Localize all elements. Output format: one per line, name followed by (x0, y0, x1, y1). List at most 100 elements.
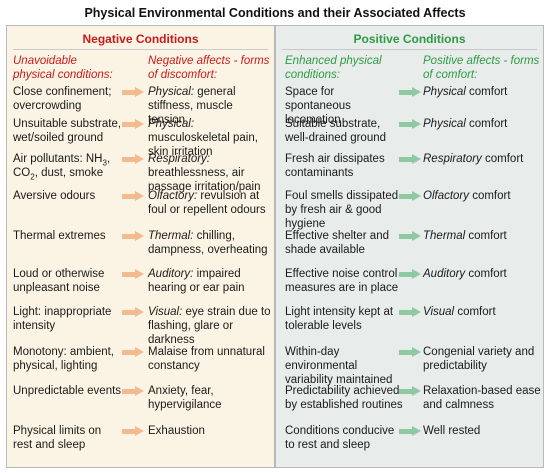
negative-condition: Monotony: ambient, physical, lighting (13, 346, 115, 372)
negative-affect-category: Olfactory: (148, 190, 198, 202)
negative-condition: Physical limits on rest and sleep (13, 425, 102, 451)
positive-affect: Physical comfort (423, 86, 508, 98)
positive-divider (282, 49, 537, 50)
positive-condition: Effective shelter and shade available (285, 230, 389, 256)
negative-affect: Physical: musculoskeletal pain, skin irr… (148, 118, 258, 158)
right-arrow-icon (399, 119, 421, 129)
positive-heading: Positive Conditions (353, 32, 466, 46)
right-arrow-icon (122, 386, 144, 396)
positive-affect: Physical comfort (423, 118, 508, 130)
negative-affect: Malaise from unnatural constancy (148, 346, 265, 372)
negative-row: Physical limits on rest and sleep Exhaust… (7, 424, 274, 462)
negative-condition: Unsuitable substrate, wet/soiled ground (13, 118, 122, 144)
negative-row: Thermal extremes Thermal: chilling, dampn… (7, 229, 274, 267)
positive-affect: Well rested (423, 425, 481, 437)
positive-affect-category: Olfactory (423, 190, 470, 202)
negative-affect: Auditory: impaired hearing or ear pain (148, 268, 245, 294)
positive-condition: Within-day environmental variability mai… (285, 346, 393, 386)
negative-row: Unpredictable events Anxiety, fear, hyper… (7, 384, 274, 422)
positive-condition: Effective noise control measures are in … (285, 268, 399, 294)
positive-conditions-panel: Positive Conditions Enhanced physical co… (275, 25, 544, 468)
positive-affect-category: Physical (423, 118, 466, 130)
positive-affects-column-header: Positive affects - forms of comfort: (423, 55, 540, 81)
positive-affect: Olfactory comfort (423, 190, 511, 202)
right-arrow-icon (122, 191, 144, 201)
right-arrow-icon (122, 269, 144, 279)
positive-condition: Space for spontaneous locomotion (285, 86, 351, 126)
negative-conditions-column-header: Unavoidable physical conditions: (13, 55, 113, 81)
negative-affect: Exhaustion (148, 425, 205, 437)
negative-condition: Aversive odours (13, 190, 96, 202)
positive-affect: Visual comfort (423, 306, 496, 318)
right-arrow-icon (399, 154, 421, 164)
positive-affect-category: Visual (423, 306, 455, 318)
negative-condition: Unpredictable events (13, 385, 122, 397)
negative-affect-category: Auditory: (148, 268, 194, 280)
positive-conditions-column-header: Enhanced physical conditions: (285, 55, 382, 81)
positive-row: Foul smells dissipated by fresh air & go… (276, 189, 543, 230)
right-arrow-icon (122, 426, 144, 436)
right-arrow-icon (122, 307, 144, 317)
negative-affect: Anxiety, fear, hypervigilance (148, 385, 222, 411)
positive-row: Light intensity kept at tolerable levels… (276, 305, 543, 343)
positive-affect-category: Physical (423, 86, 466, 98)
negative-row: Light: inappropriate intensity Visual: ey… (7, 305, 274, 346)
positive-row: Predictability achieved by established r… (276, 384, 543, 422)
negative-affect-category: Physical: (148, 86, 195, 98)
right-arrow-icon (399, 191, 421, 201)
positive-affect: Respiratory comfort (423, 153, 524, 165)
negative-row: Close confinement; overcrowding Physical:… (7, 85, 274, 126)
negative-affect: Respiratory: breathlessness, air passage… (148, 153, 261, 193)
negative-condition: Loud or otherwise unpleasant noise (13, 268, 105, 294)
negative-condition: Close confinement; overcrowding (13, 86, 112, 112)
negative-row: Air pollutants: NH3, CO2, dust, smoke Res… (7, 152, 274, 193)
negative-affect: Physical: general stiffness, muscle tens… (148, 86, 236, 126)
negative-heading: Negative Conditions (82, 32, 199, 46)
negative-row: Loud or otherwise unpleasant noise Audito… (7, 267, 274, 305)
positive-affect-category: Thermal (423, 230, 466, 242)
negative-affect-category: Respiratory: (148, 153, 210, 165)
positive-row: Effective shelter and shade available The… (276, 229, 543, 267)
positive-condition: Predictability achieved by established r… (285, 385, 403, 411)
positive-row: Effective noise control measures are in … (276, 267, 543, 305)
negative-row: Monotony: ambient, physical, lighting Mal… (7, 345, 274, 383)
right-arrow-icon (399, 269, 421, 279)
positive-affect-category: Respiratory (423, 153, 482, 165)
negative-row: Unsuitable substrate, wet/soiled ground P… (7, 117, 274, 158)
right-arrow-icon (122, 347, 144, 357)
right-arrow-icon (399, 231, 421, 241)
negative-affect-category: Visual: (148, 306, 183, 318)
positive-row: Conditions conducive to rest and sleep We… (276, 424, 543, 462)
positive-row: Fresh air dissipates contaminants Respira… (276, 152, 543, 190)
positive-affect: Congenial variety and predictability (423, 346, 535, 372)
positive-condition: Fresh air dissipates contaminants (285, 153, 385, 179)
positive-condition: Suitable substrate, well-drained ground (285, 118, 387, 144)
right-arrow-icon (399, 386, 421, 396)
positive-affect: Auditory comfort (423, 268, 507, 280)
positive-condition: Light intensity kept at tolerable levels (285, 306, 394, 332)
positive-condition: Conditions conducive to rest and sleep (285, 425, 395, 451)
positive-row: Suitable substrate, well-drained ground P… (276, 117, 543, 155)
positive-condition: Foul smells dissipated by fresh air & go… (285, 190, 399, 230)
right-arrow-icon (399, 307, 421, 317)
negative-row: Aversive odours Olfactory: revulsion at f… (7, 189, 274, 227)
positive-affect: Thermal comfort (423, 230, 507, 242)
negative-affect: Visual: eye strain due to flashing, glar… (148, 306, 271, 346)
negative-condition: Thermal extremes (13, 230, 106, 242)
negative-affect: Thermal: chilling, dampness, overheating (148, 230, 268, 256)
negative-affect-category: Physical: (148, 118, 195, 130)
positive-affect: Relaxation-based ease and calmness (423, 385, 541, 411)
positive-row: Space for spontaneous locomotion Physical… (276, 85, 543, 126)
right-arrow-icon (122, 119, 144, 129)
right-arrow-icon (399, 87, 421, 97)
negative-affect: Olfactory: revulsion at foul or repellen… (148, 190, 266, 216)
right-arrow-icon (122, 231, 144, 241)
negative-divider (13, 49, 268, 50)
figure-title: Physical Environmental Conditions and th… (84, 6, 466, 20)
right-arrow-icon (399, 426, 421, 436)
right-arrow-icon (122, 87, 144, 97)
negative-affects-column-header: Negative affects - forms of discomfort: (148, 55, 270, 81)
negative-conditions-panel: Negative Conditions Unavoidable physical… (6, 25, 275, 468)
positive-row: Within-day environmental variability mai… (276, 345, 543, 386)
positive-affect-category: Auditory (423, 268, 466, 280)
